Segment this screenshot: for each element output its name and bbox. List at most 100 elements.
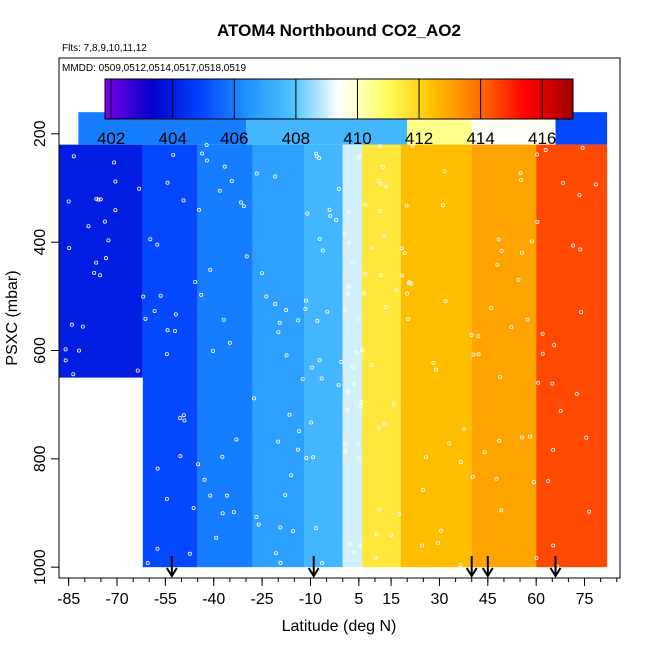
sample-point bbox=[274, 551, 279, 556]
sample-point bbox=[350, 365, 355, 370]
sample-point bbox=[63, 347, 68, 352]
sample-point bbox=[260, 271, 265, 276]
sample-point bbox=[165, 328, 170, 333]
sample-point bbox=[377, 144, 382, 149]
sample-point bbox=[494, 476, 499, 481]
sample-point bbox=[380, 164, 385, 169]
sample-point bbox=[579, 310, 584, 315]
x-tick-label: -10 bbox=[299, 591, 322, 608]
sample-point bbox=[234, 437, 239, 442]
sample-point bbox=[181, 198, 186, 203]
sample-point bbox=[171, 152, 176, 157]
sample-point bbox=[196, 462, 201, 467]
sample-point bbox=[313, 526, 318, 531]
sample-point bbox=[347, 284, 352, 289]
x-tick-label: -40 bbox=[202, 591, 225, 608]
sample-point bbox=[334, 218, 339, 223]
sample-point bbox=[352, 550, 357, 555]
sample-point bbox=[141, 294, 146, 299]
sample-point bbox=[518, 170, 523, 175]
y-tick-label: 800 bbox=[32, 445, 49, 472]
sample-point bbox=[94, 260, 99, 265]
sample-point bbox=[165, 180, 170, 185]
sample-point bbox=[328, 213, 333, 218]
sample-point bbox=[384, 184, 389, 189]
sample-point bbox=[238, 200, 243, 205]
sample-point bbox=[356, 456, 361, 461]
sample-point bbox=[374, 532, 379, 537]
sample-point bbox=[227, 340, 232, 345]
sample-point bbox=[296, 318, 301, 323]
colorbar-tick-label: 414 bbox=[466, 129, 494, 148]
sample-point bbox=[208, 267, 213, 272]
x-axis-label: Latitude (deg N) bbox=[282, 618, 397, 635]
sample-point bbox=[584, 435, 589, 440]
sample-point bbox=[534, 556, 539, 561]
sample-point bbox=[354, 350, 359, 355]
sample-point bbox=[391, 402, 396, 407]
sample-point bbox=[278, 560, 283, 565]
sample-point bbox=[221, 317, 226, 322]
sample-point bbox=[222, 164, 227, 169]
sample-point bbox=[320, 248, 325, 253]
x-tick-label: 60 bbox=[527, 591, 545, 608]
sample-point bbox=[404, 203, 409, 208]
sample-point bbox=[173, 312, 178, 317]
sample-point bbox=[498, 374, 503, 379]
sample-point bbox=[552, 342, 557, 347]
sample-point bbox=[314, 151, 319, 156]
sample-point bbox=[295, 447, 300, 452]
sample-point bbox=[254, 171, 259, 176]
sample-point bbox=[389, 533, 394, 538]
colorbar-tick-label: 404 bbox=[159, 129, 187, 148]
sample-point bbox=[315, 318, 320, 323]
sample-point bbox=[284, 353, 289, 358]
sample-point bbox=[155, 466, 160, 471]
sample-point bbox=[287, 412, 292, 417]
sample-point bbox=[458, 459, 463, 464]
x-tick-label: 30 bbox=[431, 591, 449, 608]
sample-point bbox=[442, 169, 447, 174]
x-axis: -85 -70 -55 -40 -25 -10 5 15 30 45 60 75 bbox=[57, 578, 618, 608]
y-tick-label: 400 bbox=[32, 229, 49, 256]
sample-point bbox=[476, 352, 481, 357]
sample-point bbox=[343, 448, 348, 453]
sample-point bbox=[145, 561, 150, 566]
flight-arrow-head bbox=[481, 567, 494, 578]
sample-point bbox=[342, 231, 347, 236]
dates-note: MMDD: 0509,0512,0514,0517,0518,0519 bbox=[62, 63, 246, 74]
y-tick-label: 1000 bbox=[32, 549, 49, 585]
sample-point bbox=[469, 333, 474, 338]
sample-point bbox=[405, 316, 410, 321]
sample-point bbox=[420, 487, 425, 492]
sample-point bbox=[196, 207, 201, 212]
sample-point bbox=[67, 246, 72, 251]
sample-point bbox=[317, 358, 322, 363]
sample-point bbox=[137, 186, 142, 191]
sample-point bbox=[148, 237, 153, 242]
sample-point bbox=[419, 543, 424, 548]
sample-point bbox=[535, 152, 540, 157]
sample-point bbox=[113, 208, 118, 213]
sample-point bbox=[71, 154, 76, 159]
flights-note: Flts: 7,8,9,10,11,12 bbox=[62, 43, 147, 54]
sample-point bbox=[405, 291, 410, 296]
sample-point bbox=[152, 308, 157, 313]
chart-title: ATOM4 Northbound CO2_AO2 bbox=[217, 21, 461, 40]
sample-point bbox=[309, 420, 314, 425]
sample-point bbox=[358, 404, 363, 409]
x-tick-label: -55 bbox=[154, 591, 177, 608]
sample-point bbox=[303, 307, 308, 312]
sample-point bbox=[289, 473, 294, 478]
sample-point bbox=[577, 192, 582, 197]
sample-point bbox=[231, 510, 236, 515]
sample-point bbox=[343, 450, 348, 455]
sample-point bbox=[191, 506, 196, 511]
sample-point bbox=[273, 302, 278, 307]
sample-point bbox=[439, 528, 444, 533]
profile-cell bbox=[142, 144, 198, 568]
sample-point bbox=[377, 208, 382, 213]
sample-point bbox=[336, 186, 341, 191]
sample-point bbox=[520, 250, 525, 255]
